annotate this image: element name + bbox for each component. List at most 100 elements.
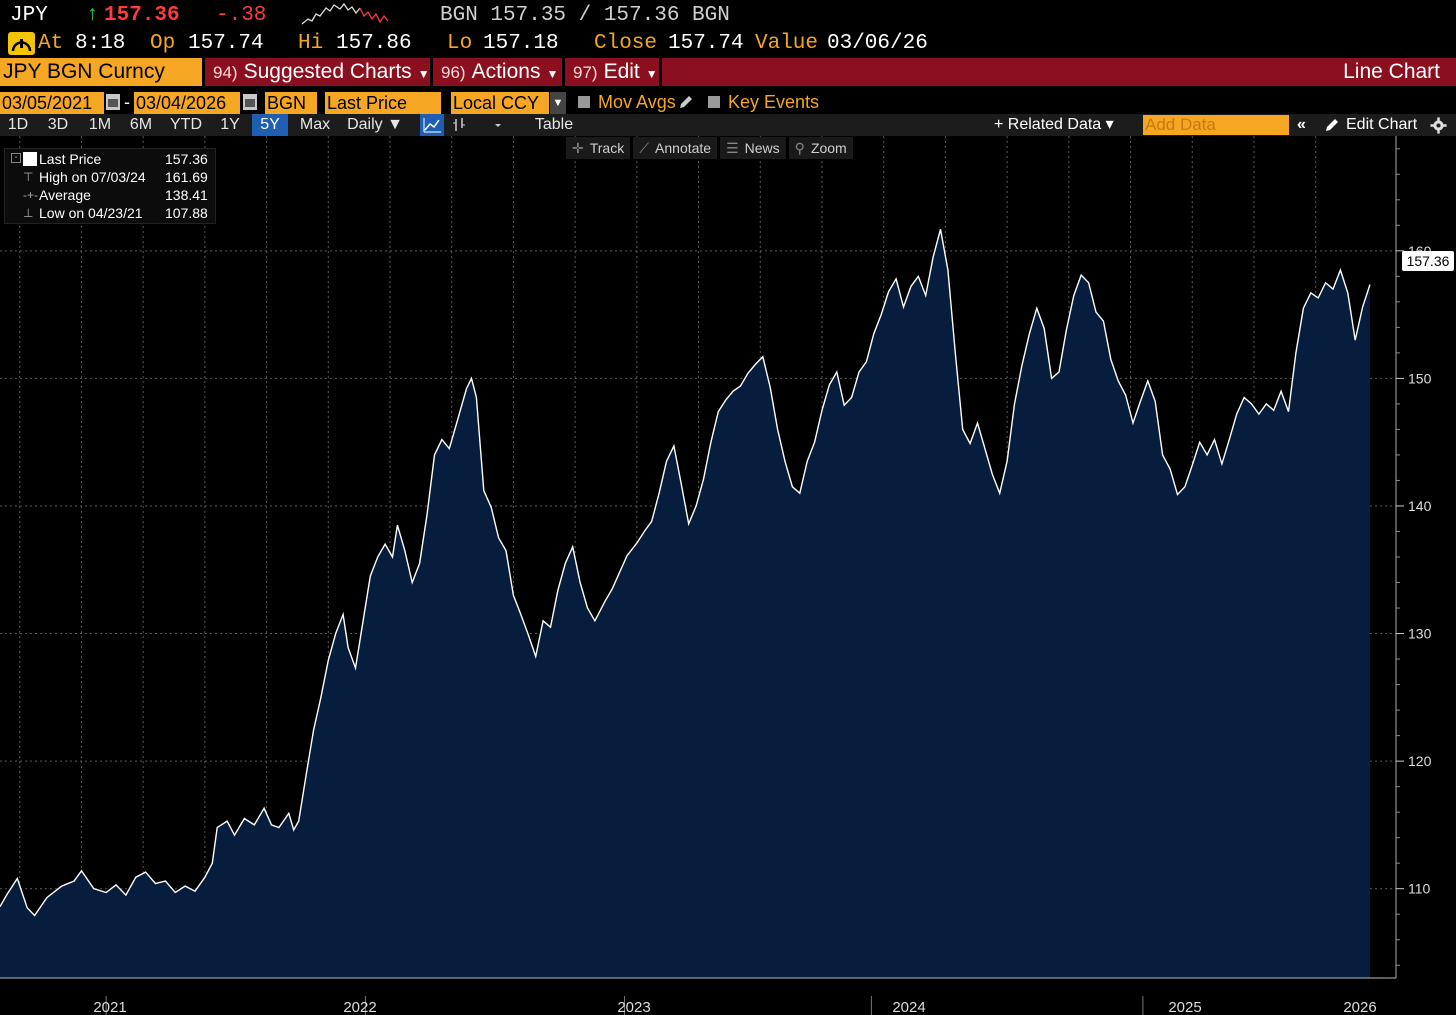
range-1d[interactable]: 1D (7, 116, 29, 133)
range-toolbar: 1D 3D 1M 6M YTD 1Y 5Y Max Daily ▼ Table … (0, 114, 1456, 136)
menu-label: Suggested Charts (243, 60, 412, 83)
pencil-icon[interactable] (678, 94, 694, 110)
legend-label: Average (39, 187, 91, 203)
price-line (0, 229, 1371, 917)
edit-button[interactable]: 97) Edit ▼ (565, 58, 658, 86)
date-separator: - (124, 92, 130, 112)
key-events-checkbox[interactable] (708, 96, 720, 108)
line-chart-icon[interactable] (420, 114, 444, 136)
frequency-select[interactable]: Daily ▼ (347, 116, 403, 133)
menu-number: 96) (441, 63, 466, 82)
range-1y[interactable]: 1Y (220, 116, 240, 133)
calendar-icon[interactable] (243, 94, 257, 110)
actions-button[interactable]: 96) Actions ▼ (433, 58, 558, 86)
divider (430, 58, 433, 86)
suggested-charts-button[interactable]: 94) Suggested Charts ▼ (205, 58, 430, 86)
calendar-icon[interactable] (106, 94, 120, 110)
tool-label: Track (589, 140, 625, 156)
security-name[interactable]: JPY BGN Curncy (0, 58, 202, 86)
price-chart[interactable]: 1101201301401501602021202220232024202520… (0, 136, 1456, 1015)
x-tick-label: 2021 (93, 999, 126, 1015)
caret-down-icon: ▼ (645, 67, 658, 81)
end-date-input[interactable]: 03/04/2026 (134, 92, 240, 114)
tool-label: Zoom (810, 140, 847, 156)
divider (562, 58, 565, 86)
menu-label: Actions (471, 60, 541, 83)
divider (202, 58, 205, 86)
key-events-label[interactable]: Key Events (728, 92, 820, 112)
high-label: Hi (298, 32, 324, 55)
x-tick-label: 2022 (343, 999, 376, 1015)
chart-legend: - Last Price 157.36 ⊤ High on 07/03/24 1… (4, 148, 216, 224)
legend-label: High on 07/03/24 (39, 169, 146, 185)
table-button[interactable]: Table (534, 116, 574, 133)
news-tool[interactable]: ☰ News (720, 137, 786, 159)
menu-number: 94) (213, 63, 238, 82)
legend-value: 138.41 (165, 187, 208, 203)
source-input[interactable]: BGN (265, 92, 317, 114)
range-5y[interactable]: 5Y (252, 114, 288, 136)
sparkline-icon (301, 2, 389, 25)
high-value: 157.86 (336, 32, 412, 55)
zoom-tool[interactable]: ⚲ Zoom (788, 137, 853, 159)
at-value: 8:18 (75, 32, 126, 55)
pencil-icon[interactable] (1324, 117, 1340, 133)
mov-avgs-label[interactable]: Mov Avgs (598, 92, 676, 112)
legend-last: - Last Price 157.36 (5, 150, 217, 168)
range-3d[interactable]: 3D (47, 116, 69, 133)
related-data-button[interactable]: + Related Data ▾ (994, 116, 1114, 133)
legend-low: ⊥ Low on 04/23/21 107.88 (5, 204, 217, 222)
chart-tools: ✛ Track ⟋ Annotate ☰ News ⚲ Zoom (566, 137, 856, 159)
currency-select[interactable]: Local CCY (451, 92, 549, 114)
menu-label: Edit (603, 60, 640, 83)
collapse-icon[interactable]: « (1297, 116, 1306, 133)
series-swatch (23, 152, 37, 166)
mov-avgs-checkbox[interactable] (578, 96, 590, 108)
legend-high: ⊤ High on 07/03/24 161.69 (5, 168, 217, 186)
at-label: At (38, 32, 64, 55)
chart-type-label: Line Chart (1343, 60, 1440, 83)
price-area (0, 229, 1370, 979)
range-1m[interactable]: 1M (88, 116, 112, 133)
range-ytd[interactable]: YTD (170, 116, 202, 133)
menu-number: 97) (573, 63, 598, 82)
collapse-icon[interactable]: - (11, 153, 21, 163)
chevron-down-icon[interactable] (486, 114, 510, 136)
gear-icon[interactable] (1430, 117, 1447, 134)
high-marker-icon: ⊤ (23, 170, 34, 184)
edit-chart-button[interactable]: Edit Chart (1346, 116, 1418, 133)
net-change: -.38 (216, 4, 267, 27)
legend-value: 157.36 (165, 151, 208, 167)
y-tick-label: 140 (1408, 498, 1432, 514)
legend-value: 107.88 (165, 205, 208, 221)
legend-label: Low on 04/23/21 (39, 205, 143, 221)
quote-details: At 8:18 Op 157.74 Hi 157.86 Lo 157.18 Cl… (0, 32, 1456, 58)
y-tick-label: 130 (1408, 626, 1432, 642)
last-price: 157.36 (104, 4, 180, 27)
ticker: JPY (10, 4, 48, 27)
open-label: Op (150, 32, 176, 55)
alert-icon[interactable] (8, 32, 35, 55)
tool-label: News (744, 140, 780, 156)
chevron-down-icon[interactable]: ▼ (550, 92, 566, 114)
range-6m[interactable]: 6M (129, 116, 153, 133)
x-tick-label: 2024 (892, 999, 925, 1015)
up-arrow-icon: ↑ (86, 4, 99, 27)
track-tool[interactable]: ✛ Track (566, 137, 631, 159)
value-label: Value (755, 32, 819, 55)
caret-down-icon: ▼ (417, 67, 430, 81)
start-date-input[interactable]: 03/05/2021 (0, 92, 104, 114)
range-max[interactable]: Max (299, 116, 331, 133)
average-marker-icon: -+- (23, 188, 38, 202)
x-tick-label: 2023 (617, 999, 650, 1015)
y-tick-label: 110 (1408, 881, 1431, 897)
annotate-icon: ⟋ (639, 140, 650, 156)
zoom-icon: ⚲ (794, 140, 805, 156)
chart-canvas[interactable]: 1101201301401501602021202220232024202520… (0, 136, 1456, 1015)
field-input[interactable]: Last Price (325, 92, 441, 114)
bar-chart-icon[interactable] (448, 114, 472, 136)
add-data-input[interactable]: Add Data (1143, 115, 1289, 135)
open-value: 157.74 (188, 32, 264, 55)
annotate-tool[interactable]: ⟋ Annotate (633, 137, 718, 159)
y-tick-label: 150 (1408, 370, 1432, 386)
